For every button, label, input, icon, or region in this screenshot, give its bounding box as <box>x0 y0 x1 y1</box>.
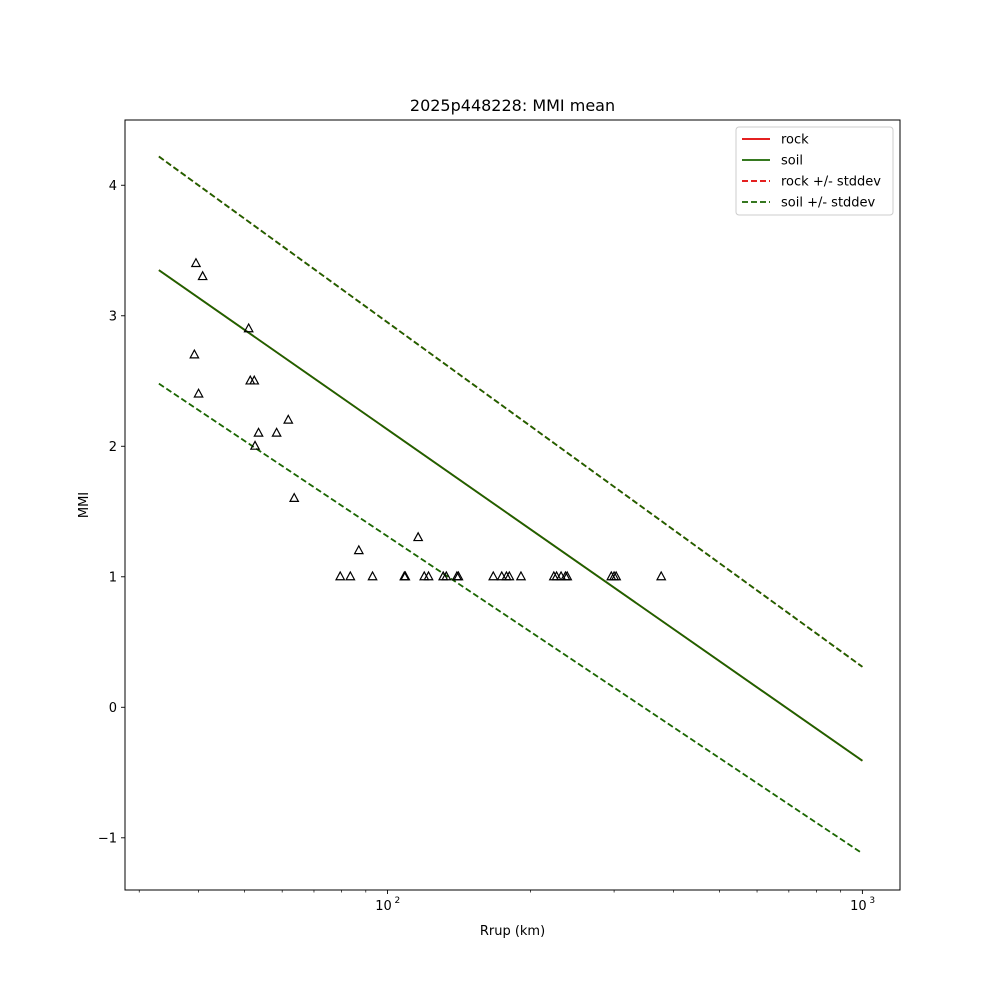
x-axis-label: Rrup (km) <box>480 924 545 939</box>
x-tick-exponent: 3 <box>869 896 875 906</box>
observation-marker <box>488 570 499 581</box>
legend-label: rock <box>781 133 809 148</box>
observation-marker <box>610 570 622 581</box>
observation-marker <box>345 570 356 581</box>
observation-marker <box>504 570 515 581</box>
observation-marker <box>189 348 200 359</box>
series-line-soil-stddev <box>158 155 863 668</box>
observation-marker <box>190 257 202 268</box>
y-axis-label: MMI <box>77 492 92 518</box>
y-tick-label: 3 <box>109 309 117 324</box>
observation-marker <box>353 544 365 555</box>
observation-marker <box>243 322 254 333</box>
observation-marker <box>253 427 264 437</box>
series-line-soil <box>158 269 863 762</box>
x-tick-label: 10 <box>375 899 392 914</box>
plot-frame <box>124 119 901 891</box>
legend-label: soil <box>781 154 803 169</box>
legend-label: rock +/- stddev <box>781 175 881 190</box>
y-tick-label: 0 <box>109 701 117 716</box>
observation-marker <box>412 531 424 542</box>
observation-marker <box>515 570 527 581</box>
observation-marker <box>283 414 294 424</box>
observation-marker <box>271 427 282 437</box>
plot-area <box>158 155 863 855</box>
observation-marker <box>367 570 378 581</box>
observation-marker <box>335 570 346 581</box>
y-tick-label: 2 <box>109 440 117 455</box>
observation-marker <box>656 570 667 581</box>
x-tick-label: 10 <box>850 899 867 914</box>
observation-marker <box>193 387 204 398</box>
observation-marker <box>288 492 300 503</box>
observation-marker <box>419 570 430 581</box>
chart-title: 2025p448228: MMI mean <box>410 96 615 115</box>
y-tick-label: 4 <box>109 179 117 194</box>
y-tick-label: 1 <box>109 570 117 585</box>
observation-marker <box>441 570 452 581</box>
x-tick-exponent: 2 <box>395 896 401 906</box>
observation-marker <box>400 570 411 581</box>
legend-box <box>735 126 894 216</box>
series-line-soil-stddev-lower <box>158 382 863 855</box>
observation-marker <box>423 570 434 581</box>
legend: rock soil rock +/- stddev soil +/- stddev <box>735 126 894 216</box>
legend-label: soil +/- stddev <box>781 196 876 211</box>
y-tick-label: −1 <box>98 831 117 846</box>
observation-marker <box>249 440 261 450</box>
observation-marker <box>197 270 208 281</box>
observation-marker <box>562 570 573 581</box>
observation-marker <box>249 374 260 385</box>
observation-marker <box>453 570 464 581</box>
